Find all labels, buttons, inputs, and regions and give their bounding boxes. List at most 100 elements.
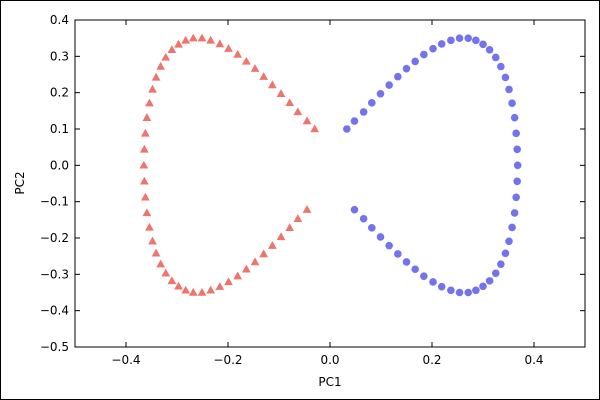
series-0-point-34: [161, 268, 171, 277]
series-1-point-31: [505, 237, 513, 246]
series-0-point-18: [161, 52, 171, 61]
series-0-point-6: [259, 72, 269, 80]
series-0-point-14: [188, 33, 198, 42]
series-1-point-12: [447, 36, 455, 45]
series-1-point-9: [420, 50, 428, 59]
series-1-point-38: [464, 288, 473, 297]
series-0-point-32: [151, 248, 161, 257]
series-1-point-5: [385, 81, 393, 89]
series-1-point-16: [479, 40, 487, 49]
series-1-point-10: [429, 44, 437, 53]
series-1-point-36: [479, 282, 487, 291]
series-0-point-44: [241, 264, 251, 273]
series-0-point-48: [276, 232, 286, 241]
y-tick-label-8: 0.3: [50, 49, 69, 63]
series-1-point-50: [359, 214, 368, 223]
series-0-point-29: [142, 208, 152, 217]
series-0-point-23: [142, 113, 152, 121]
series-1-point-13: [455, 34, 464, 42]
series-1-point-6: [394, 72, 402, 81]
series-0-point-1: [302, 116, 312, 125]
x-tick-label-0: −0.4: [111, 353, 140, 367]
series-0-point-10: [224, 44, 233, 52]
series-0-point-9: [233, 49, 243, 58]
series-1-point-25: [513, 145, 521, 154]
series-0-point-36: [174, 281, 183, 290]
series-0-point-7: [250, 64, 260, 72]
series-1-point-51: [350, 205, 359, 214]
series-1-point-47: [385, 241, 393, 250]
series-0-point-40: [206, 285, 216, 294]
series-0-point-49: [285, 223, 295, 232]
series-0-point-13: [197, 33, 207, 42]
series-0-point-5: [268, 80, 277, 89]
series-1-point-35: [485, 277, 494, 285]
y-tick-label-9: 0.4: [50, 13, 69, 27]
series-1-point-32: [501, 249, 510, 258]
series-0-point-19: [156, 61, 166, 70]
series-0-point-38: [188, 287, 198, 296]
series-0-point-24: [141, 128, 150, 137]
series-0-point-51: [302, 205, 312, 213]
y-tick-label-5: 0.0: [50, 158, 69, 172]
series-1-point-14: [464, 34, 473, 42]
x-tick-label-3: 0.2: [422, 353, 441, 367]
points-layer: [139, 33, 522, 297]
series-1-point-34: [491, 269, 500, 278]
series-0-point-26: [139, 160, 149, 169]
y-tick-label-7: 0.2: [50, 86, 69, 100]
series-0-point-22: [145, 98, 154, 107]
y-tick-label-6: 0.1: [50, 122, 69, 136]
series-1-point-23: [510, 113, 519, 122]
series-1-point-19: [497, 62, 505, 71]
series-1-point-28: [512, 193, 520, 202]
series-1-point-30: [508, 223, 516, 232]
series-1-point-37: [472, 286, 480, 295]
series-1-point-0: [343, 125, 351, 133]
series-0-point-41: [215, 282, 225, 290]
series-1-point-8: [411, 57, 419, 66]
series-0-point-20: [151, 72, 161, 81]
series-1-point-4: [376, 89, 385, 98]
series-1-point-39: [455, 288, 464, 297]
series-1-point-44: [411, 265, 419, 274]
series-0-point-16: [174, 39, 183, 48]
y-tick-label-4: −0.1: [40, 195, 69, 209]
series-1-point-24: [512, 129, 520, 138]
series-1-point-41: [437, 282, 446, 291]
series-1-point-46: [394, 250, 402, 258]
x-tick-label-4: 0.4: [524, 353, 543, 367]
series-1-point-48: [376, 233, 385, 241]
series-0-point-17: [167, 45, 177, 54]
series-1-point-15: [472, 36, 480, 45]
series-0-point-15: [181, 35, 191, 44]
series-0-point-2: [293, 107, 303, 116]
series-0-point-12: [206, 35, 216, 44]
series-0-point-37: [181, 285, 191, 294]
y-tick-label-2: −0.3: [40, 267, 69, 281]
series-0-point-50: [293, 214, 303, 222]
series-0-point-46: [259, 249, 269, 258]
series-0-point-39: [197, 287, 207, 296]
series-0-point-43: [233, 271, 243, 280]
series-1-point-7: [402, 64, 411, 73]
series-0-point-21: [148, 84, 157, 93]
series-1-point-20: [501, 73, 510, 82]
series-0-point-28: [141, 192, 150, 201]
series-0-point-0: [310, 124, 320, 133]
series-0-point-30: [145, 222, 154, 231]
ticks-layer: −0.4 −0.2 0.0 0.2 0.4 −0.5 −0.4 −0.3 −0.2 −0.1 0.0…: [40, 13, 585, 367]
series-0-point-4: [276, 89, 286, 97]
series-1-point-21: [505, 85, 513, 94]
series-1-point-27: [513, 177, 521, 186]
series-1-point-45: [402, 258, 411, 266]
series-0-point-33: [156, 259, 166, 268]
series-0-point-42: [224, 277, 233, 286]
series-0-point-45: [250, 257, 260, 266]
series-0-point-11: [215, 39, 225, 48]
y-axis-label: PC2: [13, 171, 27, 194]
series-0-point-25: [139, 144, 149, 153]
x-tick-label-2: 0.0: [320, 353, 339, 367]
